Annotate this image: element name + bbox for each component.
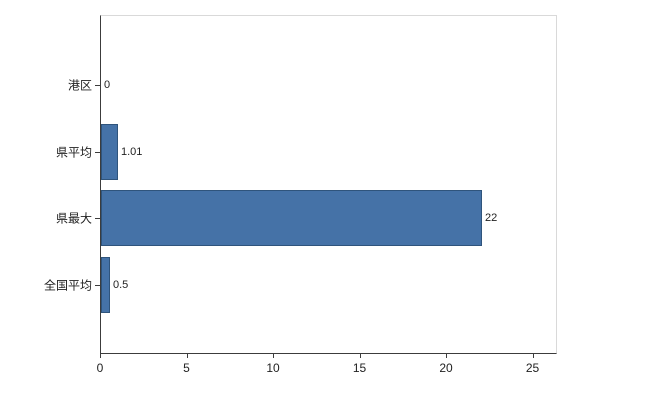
y-tick-mark — [95, 284, 100, 286]
x-tick-label: 10 — [266, 361, 280, 375]
x-tick-mark — [532, 353, 534, 358]
y-tick-mark — [95, 151, 100, 153]
x-tick-mark — [446, 353, 447, 358]
plot-area — [100, 15, 557, 354]
bar — [101, 190, 482, 247]
y-axis-category-label: 県最大 — [55, 211, 92, 226]
bar-value-label: 22 — [485, 212, 498, 225]
bar — [101, 256, 110, 313]
x-tick-mark — [359, 353, 361, 358]
y-axis-category-label: 全国平均 — [43, 278, 92, 293]
x-tick-label: 15 — [352, 361, 367, 375]
x-tick-label: 25 — [525, 361, 540, 375]
x-tick-mark — [186, 353, 188, 358]
x-tick-label: 20 — [439, 361, 453, 375]
y-tick-mark — [95, 85, 100, 87]
bar-value-label: 1.01 — [121, 145, 143, 158]
x-tick-label: 0 — [96, 361, 104, 375]
y-axis-category-label: 県平均 — [55, 145, 92, 160]
x-tick-label: 5 — [183, 361, 190, 375]
x-tick-mark — [100, 353, 101, 358]
bar-value-label: 0.5 — [113, 278, 129, 291]
y-axis-category-label: 港区 — [67, 78, 92, 93]
bar — [101, 123, 118, 180]
x-tick-mark — [273, 353, 274, 358]
y-tick-mark — [95, 218, 100, 220]
bar-value-label: 0 — [104, 79, 111, 92]
